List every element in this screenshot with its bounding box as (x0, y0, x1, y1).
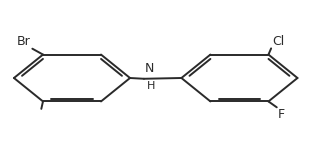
Text: H: H (147, 81, 155, 91)
Text: Cl: Cl (272, 35, 284, 48)
Text: N: N (145, 62, 154, 75)
Text: F: F (278, 108, 285, 121)
Text: Br: Br (17, 35, 31, 48)
